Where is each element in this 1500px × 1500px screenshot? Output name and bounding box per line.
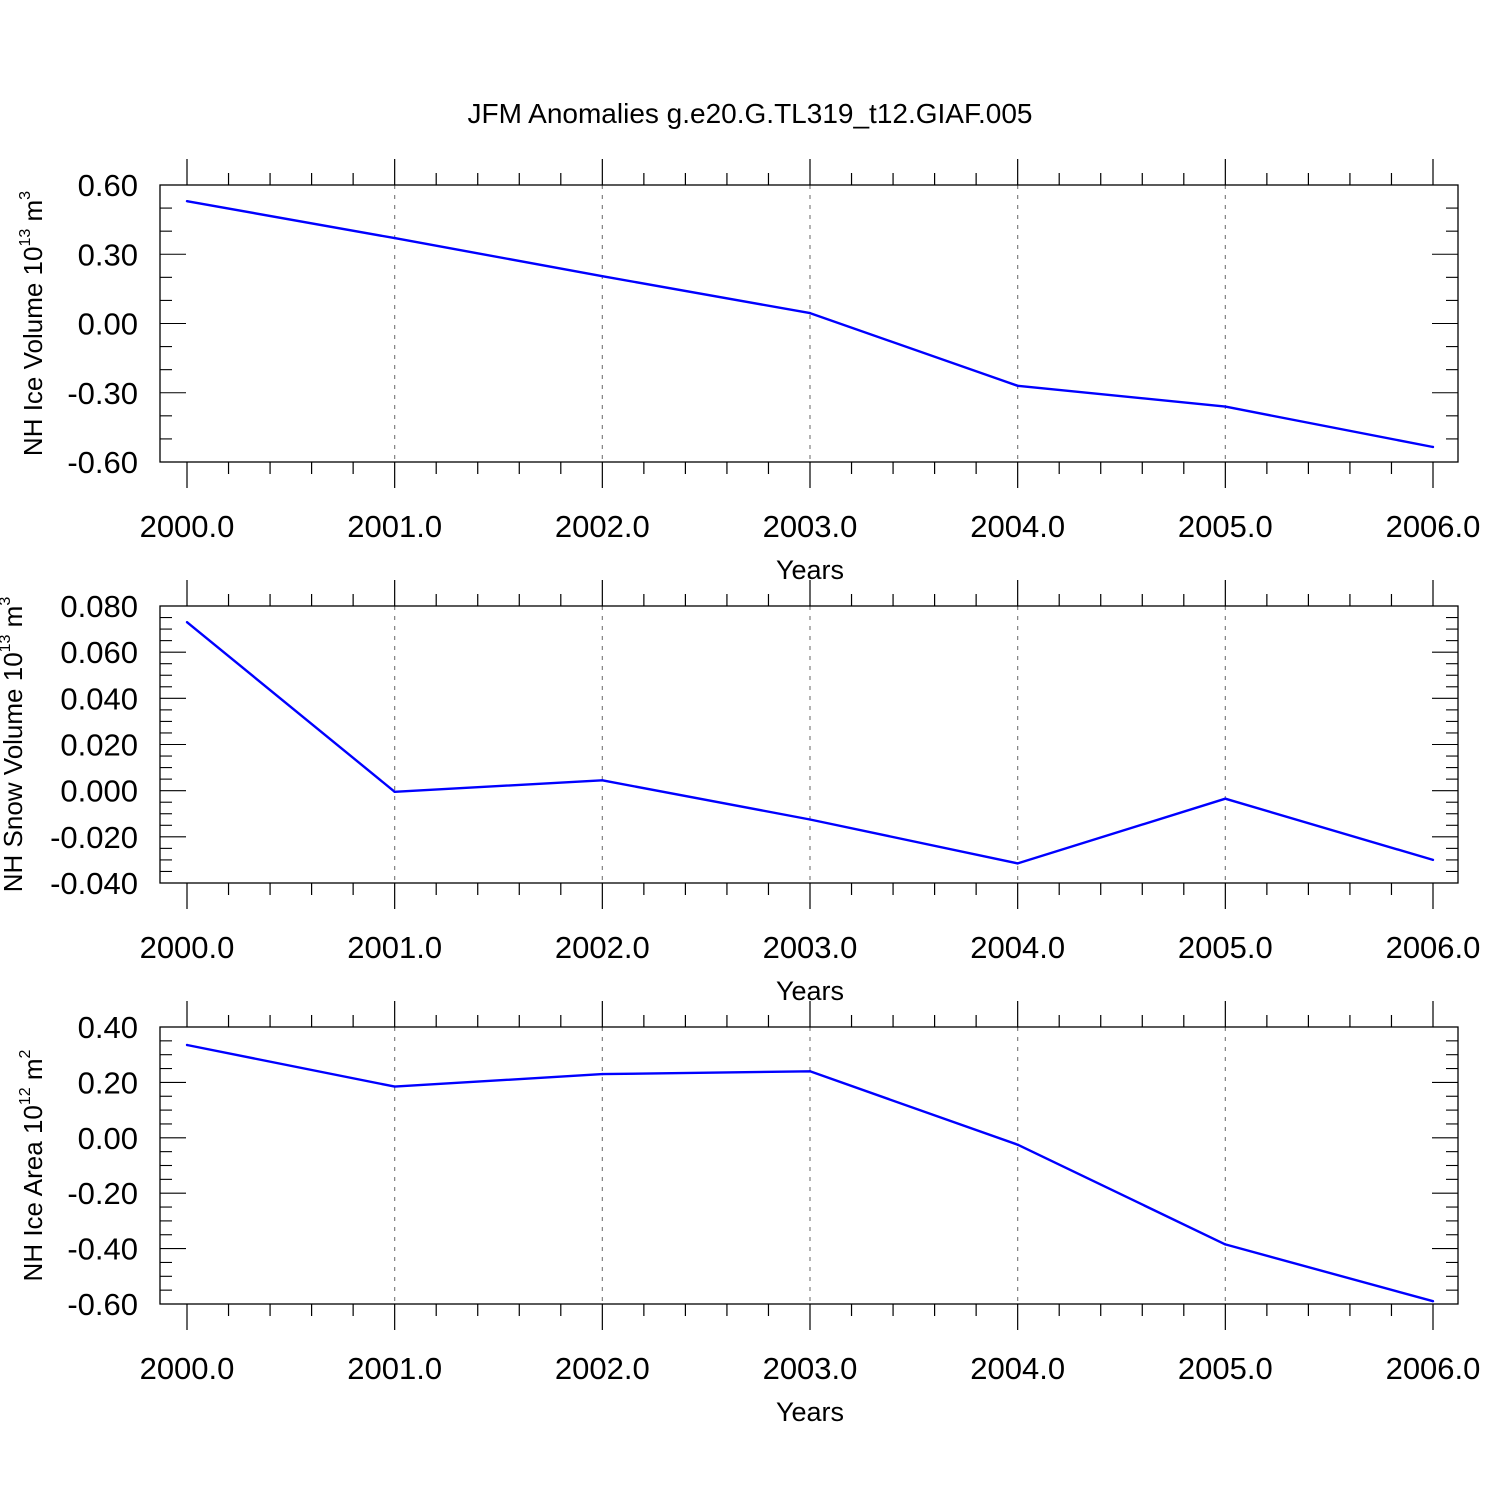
y-tick-label: -0.60 bbox=[67, 445, 138, 480]
data-point bbox=[601, 274, 604, 278]
y-tick-label: 0.30 bbox=[78, 237, 138, 272]
x-tick-label: 2002.0 bbox=[555, 1351, 650, 1386]
chart-panel-1: -0.60 -0.30 0.00 0.30 0.60 2000.0 2001.0 2002.0… bbox=[17, 159, 1480, 585]
y-axis-label-unit-exponent: 3 bbox=[17, 191, 34, 200]
y-tick-label: 0.00 bbox=[78, 307, 138, 342]
plot-frame bbox=[159, 1026, 1459, 1305]
y-axis-label-text: NH Ice Volume 10 bbox=[18, 247, 48, 457]
y-tick-label: 0.020 bbox=[60, 728, 138, 763]
y-tick-label: 0.060 bbox=[60, 635, 138, 670]
chart-panel-3: -0.60 -0.40 -0.20 0.00 0.20 0.40 2000.0 2001.0 2… bbox=[17, 1001, 1480, 1427]
x-tick-label: 2001.0 bbox=[347, 930, 442, 965]
y-axis-label-unit: m bbox=[18, 200, 48, 229]
x-tick-label: 2003.0 bbox=[763, 1351, 858, 1386]
data-point bbox=[808, 818, 812, 821]
data-point bbox=[393, 1085, 396, 1088]
y-tick-label: 0.40 bbox=[78, 1010, 138, 1045]
y-axis-label: NH Snow Volume 1013 m3 bbox=[0, 597, 28, 893]
x-tick-label: 2002.0 bbox=[555, 509, 650, 544]
panels: -0.60 -0.30 0.00 0.30 0.60 2000.0 2001.0 2002.0… bbox=[0, 159, 1480, 1427]
y-axis-label: NH Ice Volume 1013 m3 bbox=[17, 191, 48, 456]
y-axis-label-unit-exponent: 2 bbox=[17, 1049, 34, 1058]
data-point bbox=[1431, 445, 1435, 449]
y-tick-label: -0.040 bbox=[50, 866, 138, 901]
y-tick-label: -0.60 bbox=[67, 1287, 138, 1322]
y-tick-label: -0.20 bbox=[67, 1176, 138, 1211]
data-point bbox=[393, 236, 396, 240]
x-tick-label: 2002.0 bbox=[555, 930, 650, 965]
y-tick-label: 0.080 bbox=[60, 589, 138, 624]
data-point bbox=[185, 620, 189, 624]
data-point bbox=[601, 779, 604, 782]
x-tick-label: 2003.0 bbox=[763, 930, 858, 965]
y-axis-label-unit-exponent: 3 bbox=[0, 597, 14, 606]
x-tick-label: 2004.0 bbox=[970, 1351, 1065, 1386]
data-point bbox=[808, 1070, 812, 1073]
y-axis-label-unit: m bbox=[18, 1058, 48, 1087]
y-axis-label-exponent: 13 bbox=[0, 634, 14, 652]
data-point bbox=[1431, 1300, 1435, 1303]
y-tick-label: -0.020 bbox=[50, 820, 138, 855]
data-point bbox=[1224, 797, 1227, 800]
data-point bbox=[1016, 384, 1019, 388]
x-tick-label: 2000.0 bbox=[140, 1351, 235, 1386]
series-line bbox=[186, 1043, 1434, 1303]
data-point bbox=[1431, 858, 1435, 862]
y-tick-label: 0.20 bbox=[78, 1065, 138, 1100]
data-point bbox=[1016, 1143, 1019, 1146]
y-tick-label: -0.40 bbox=[67, 1232, 138, 1267]
x-tick-label: 2005.0 bbox=[1178, 1351, 1273, 1386]
x-tick-label: 2001.0 bbox=[347, 1351, 442, 1386]
x-tick-label: 2000.0 bbox=[140, 930, 235, 965]
x-tick-label: 2006.0 bbox=[1386, 1351, 1481, 1386]
x-tick-label: 2004.0 bbox=[970, 509, 1065, 544]
x-tick-label: 2006.0 bbox=[1386, 509, 1481, 544]
y-tick-label: 0.60 bbox=[78, 168, 138, 203]
x-tick-label: 2003.0 bbox=[763, 509, 858, 544]
y-axis-label-text: NH Snow Volume 10 bbox=[0, 652, 28, 892]
y-axis-label-exponent: 12 bbox=[17, 1087, 34, 1105]
y-tick-label: 0.000 bbox=[60, 774, 138, 809]
data-point bbox=[1224, 1243, 1227, 1246]
y-tick-label: 0.040 bbox=[60, 681, 138, 716]
x-axis-label: Years bbox=[776, 1397, 844, 1427]
y-axis-label: NH Ice Area 1012 m2 bbox=[17, 1049, 48, 1281]
data-point bbox=[393, 790, 396, 794]
y-axis-label-exponent: 13 bbox=[17, 229, 34, 247]
x-tick-label: 2004.0 bbox=[970, 930, 1065, 965]
x-tick-label: 2005.0 bbox=[1178, 930, 1273, 965]
x-tick-label: 2001.0 bbox=[347, 509, 442, 544]
y-axis-label-unit: m bbox=[0, 606, 28, 635]
y-tick-label: 0.00 bbox=[78, 1121, 138, 1156]
figure-title: JFM Anomalies g.e20.G.TL319_t12.GIAF.005 bbox=[468, 98, 1033, 129]
data-point bbox=[185, 199, 189, 203]
data-point bbox=[808, 311, 812, 315]
x-tick-label: 2005.0 bbox=[1178, 509, 1273, 544]
x-tick-label: 2006.0 bbox=[1386, 930, 1481, 965]
y-tick-label: -0.30 bbox=[67, 376, 138, 411]
y-axis-label-text: NH Ice Area 10 bbox=[18, 1105, 48, 1281]
x-tick-label: 2000.0 bbox=[140, 509, 235, 544]
plot-frame bbox=[159, 184, 1459, 463]
data-point bbox=[185, 1043, 189, 1047]
chart-panel-2: -0.040 -0.020 0.000 0.020 0.040 0.060 0.080 200… bbox=[0, 580, 1480, 1006]
plot-frame bbox=[159, 605, 1459, 884]
data-point bbox=[1224, 405, 1227, 408]
data-point bbox=[1016, 862, 1019, 865]
data-point bbox=[601, 1072, 604, 1076]
